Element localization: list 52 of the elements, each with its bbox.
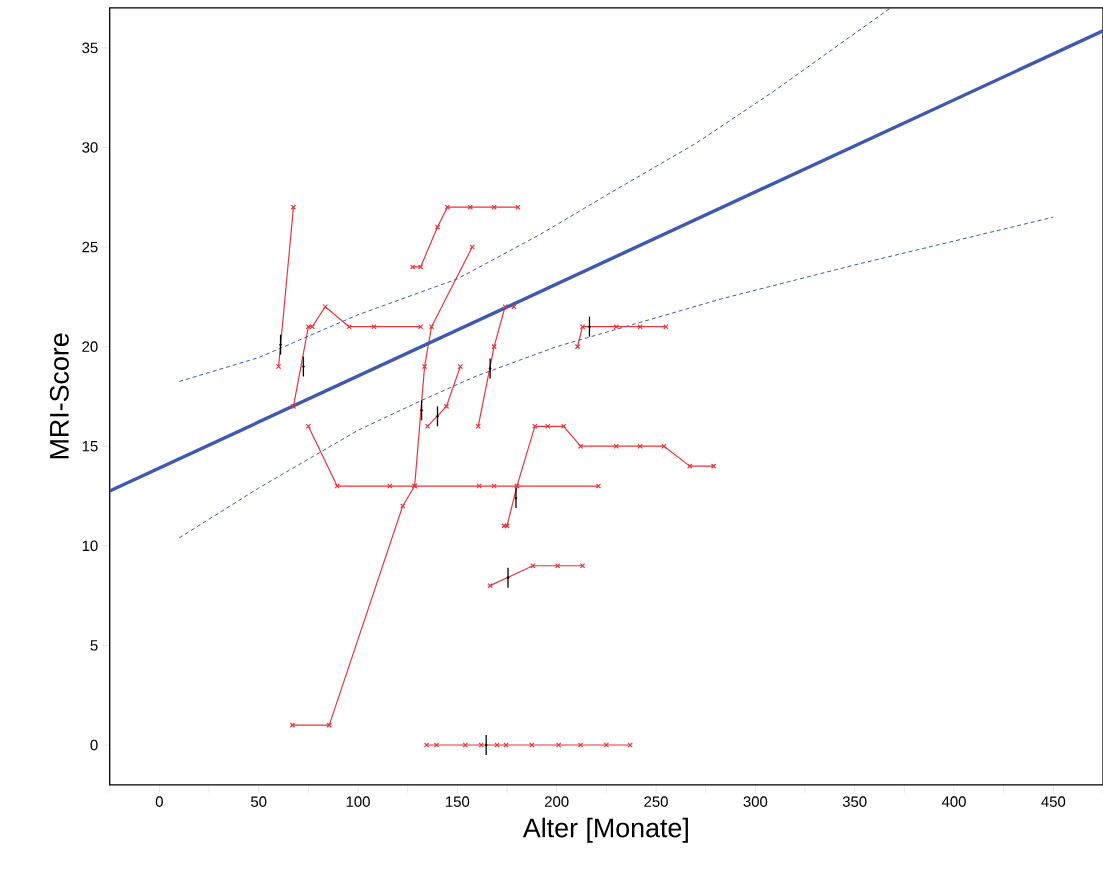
- x-tick-label: 200: [545, 796, 569, 808]
- y-tick-label: 20: [82, 341, 98, 353]
- point: [491, 344, 497, 350]
- point: [433, 742, 440, 748]
- point: [417, 264, 424, 270]
- point: [400, 503, 406, 509]
- point: [371, 324, 377, 330]
- y-tick-label: 10: [82, 540, 98, 552]
- point: [502, 304, 508, 310]
- point: [346, 324, 352, 330]
- point: [603, 742, 610, 748]
- x-axis-title: Alter [Monate]: [522, 817, 688, 843]
- point: [577, 443, 584, 450]
- point: [661, 443, 667, 450]
- y-tick-label: 5: [90, 640, 98, 651]
- point: [532, 423, 538, 430]
- point: [529, 742, 535, 748]
- x-tick-label: 400: [941, 796, 966, 808]
- point: [577, 742, 584, 748]
- x-tick-label: 0: [155, 796, 163, 808]
- point: [326, 722, 332, 729]
- y-tick-label: 0: [90, 739, 98, 751]
- point: [387, 483, 393, 489]
- point: [421, 364, 428, 370]
- point: [462, 742, 469, 748]
- point: [428, 324, 435, 330]
- point: [467, 204, 473, 211]
- x-tick-label: 450: [1041, 796, 1066, 808]
- y-axis-title: MRI-Score: [49, 333, 69, 459]
- x-tick-label: 350: [842, 796, 867, 808]
- y-tick-label: 25: [82, 241, 98, 253]
- y-tick-label: 30: [82, 142, 98, 153]
- point: [579, 324, 586, 330]
- point: [478, 742, 484, 748]
- line-series: [178, 8, 891, 383]
- point: [637, 443, 643, 450]
- x-tick-label: 150: [446, 796, 470, 808]
- point: [530, 563, 536, 569]
- y-tick-label: 35: [82, 42, 98, 54]
- point: [334, 483, 340, 489]
- point: [637, 324, 643, 330]
- point: [476, 483, 482, 489]
- point: [555, 742, 562, 748]
- point: [443, 403, 450, 410]
- x-tick-label: 250: [644, 796, 668, 808]
- y-tick-label: 15: [82, 441, 98, 452]
- x-tick-label: 100: [346, 796, 370, 808]
- x-tick-label: 50: [251, 796, 267, 808]
- point: [434, 224, 441, 231]
- line-series: [178, 216, 1054, 539]
- point: [444, 204, 451, 211]
- x-tick-label: 300: [743, 796, 768, 808]
